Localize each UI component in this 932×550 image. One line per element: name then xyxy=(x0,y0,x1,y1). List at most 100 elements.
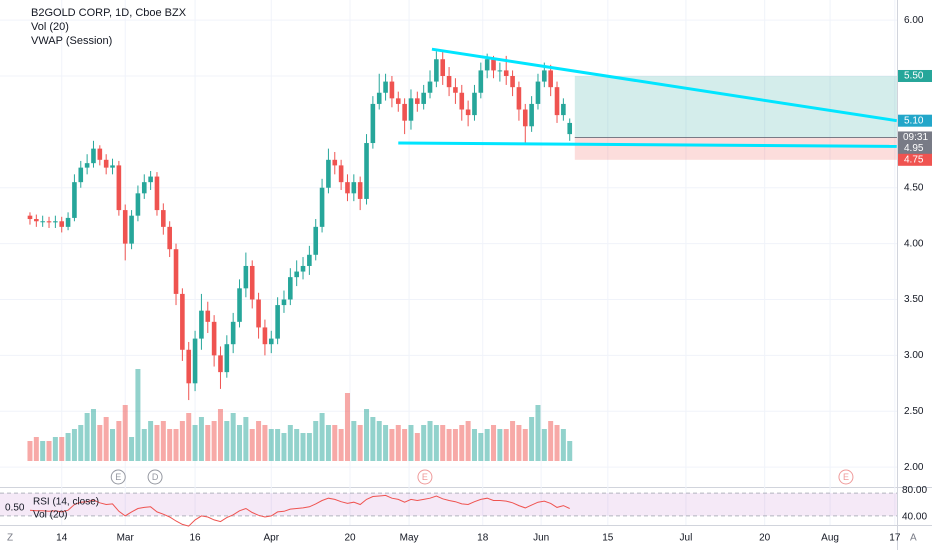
volume-bar xyxy=(446,429,452,461)
volume-bar xyxy=(179,421,185,461)
candle-body xyxy=(59,221,65,227)
candle-body xyxy=(427,81,433,93)
candle-body xyxy=(332,159,338,166)
candle-body xyxy=(383,81,388,93)
x-tick-label: 20 xyxy=(759,533,771,544)
candle-body xyxy=(256,299,261,328)
candle-body xyxy=(326,159,331,188)
candle-body xyxy=(542,70,547,82)
volume-bar xyxy=(402,429,408,461)
y-tick-label: 4.50 xyxy=(904,182,924,193)
candle-body xyxy=(491,59,496,71)
candle-body xyxy=(268,338,274,345)
rsi-band xyxy=(0,493,897,516)
volume-bar xyxy=(262,425,268,461)
volume-bar xyxy=(275,429,281,461)
volume-bar xyxy=(421,425,427,461)
candle-body xyxy=(167,226,172,250)
rsi-subtitle: Vol (20) xyxy=(33,510,67,521)
candle-body xyxy=(459,92,465,110)
x-tick-label: Jul xyxy=(680,533,693,544)
volume-bar xyxy=(319,413,325,461)
candle-body xyxy=(161,210,166,227)
volume-bar xyxy=(84,413,90,461)
candle-body xyxy=(192,338,198,384)
volume-bar xyxy=(554,425,560,461)
volume-bar xyxy=(344,393,350,461)
candle-body xyxy=(503,70,509,76)
volume-bar xyxy=(294,429,300,461)
x-tick-label: 16 xyxy=(190,533,202,544)
volume-bar xyxy=(97,425,103,461)
volume-bar xyxy=(522,429,528,461)
candle-body xyxy=(319,187,325,227)
volume-bar xyxy=(230,413,236,461)
event-label: D xyxy=(152,472,159,482)
volume-bar xyxy=(465,421,471,461)
volume-bar xyxy=(40,441,46,461)
volume-bar xyxy=(116,421,122,461)
y-tick-label: 3.00 xyxy=(904,350,924,361)
volume-bar xyxy=(395,425,401,461)
candle-body xyxy=(529,103,534,127)
candle-body xyxy=(453,87,458,93)
volume-bar xyxy=(440,425,446,461)
volume-bar xyxy=(471,429,477,461)
volume-bar xyxy=(198,417,204,461)
candle-body xyxy=(522,109,528,127)
event-label: E xyxy=(843,472,849,482)
volume-bar xyxy=(256,421,262,461)
candle-body xyxy=(516,87,522,110)
volume-bar xyxy=(192,425,198,461)
volume-bar xyxy=(433,425,439,461)
event-marker xyxy=(147,469,163,485)
corner-button[interactable]: A xyxy=(910,533,917,544)
candle-body xyxy=(275,305,280,339)
volume-bar xyxy=(364,409,370,461)
volume-bar xyxy=(459,425,465,461)
volume-bar xyxy=(306,433,312,461)
candle-body xyxy=(46,221,52,223)
volume-bar xyxy=(478,433,484,461)
volume-bar xyxy=(148,421,154,461)
volume-bar xyxy=(389,429,395,461)
candle-body xyxy=(84,163,90,168)
x-tick-label: Aug xyxy=(821,533,839,544)
candle-body xyxy=(243,265,249,289)
y-tick-label: 6.00 xyxy=(904,15,924,26)
candle-body xyxy=(199,310,204,339)
candle-body xyxy=(357,182,363,199)
volume-bar xyxy=(33,437,39,461)
candle-body xyxy=(338,165,344,183)
corner-button[interactable]: Z xyxy=(7,533,13,544)
candle-body xyxy=(148,176,153,183)
volume-bar xyxy=(217,409,223,461)
candle-body xyxy=(313,226,319,255)
price-label: 4.95 xyxy=(904,143,924,154)
candle-body xyxy=(465,109,471,116)
volume-bar xyxy=(383,425,389,461)
candle-body xyxy=(97,148,103,160)
volume-bar xyxy=(59,437,65,461)
indicator-label: VWAP (Session) xyxy=(31,35,112,47)
candle-body xyxy=(78,167,84,183)
volume-bar xyxy=(135,369,141,461)
candle-body xyxy=(65,217,71,227)
candle-body xyxy=(91,148,96,164)
candle-body xyxy=(40,221,45,223)
candle-body xyxy=(548,70,553,88)
candle-body xyxy=(218,355,223,373)
price-label-box xyxy=(898,69,932,82)
candle-body xyxy=(173,249,179,294)
x-tick-label: Apr xyxy=(263,533,279,544)
candle-body xyxy=(237,288,242,322)
candle-body xyxy=(440,59,446,76)
x-tick-label: 18 xyxy=(477,533,489,544)
volume-bar xyxy=(535,405,541,461)
candle-body xyxy=(300,265,306,272)
event-label: E xyxy=(422,472,428,482)
candle-body xyxy=(53,221,58,223)
candle-body xyxy=(122,210,128,244)
